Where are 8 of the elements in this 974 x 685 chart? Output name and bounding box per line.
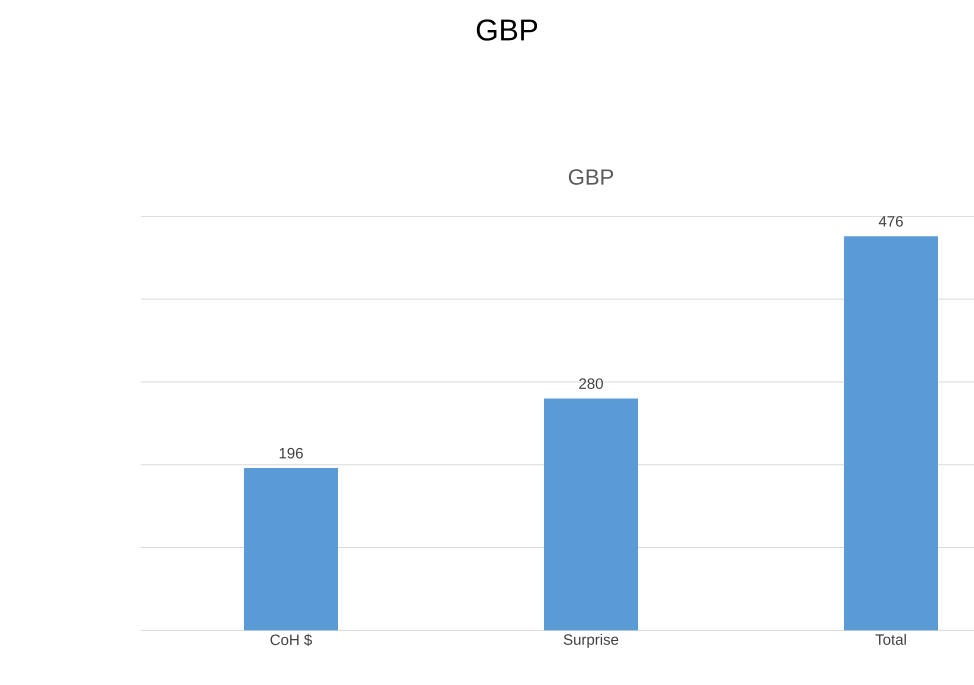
chart-subtitle: GBP xyxy=(568,169,614,185)
chart-title: GBP xyxy=(476,19,538,41)
x-tick-label: CoH $ xyxy=(270,634,312,646)
x-tick-label: Surprise xyxy=(564,634,618,648)
data-label: 280 xyxy=(579,378,603,389)
data-label: 196 xyxy=(280,448,303,459)
data-label: 476 xyxy=(878,216,903,227)
x-tick-label: Total xyxy=(875,634,906,645)
